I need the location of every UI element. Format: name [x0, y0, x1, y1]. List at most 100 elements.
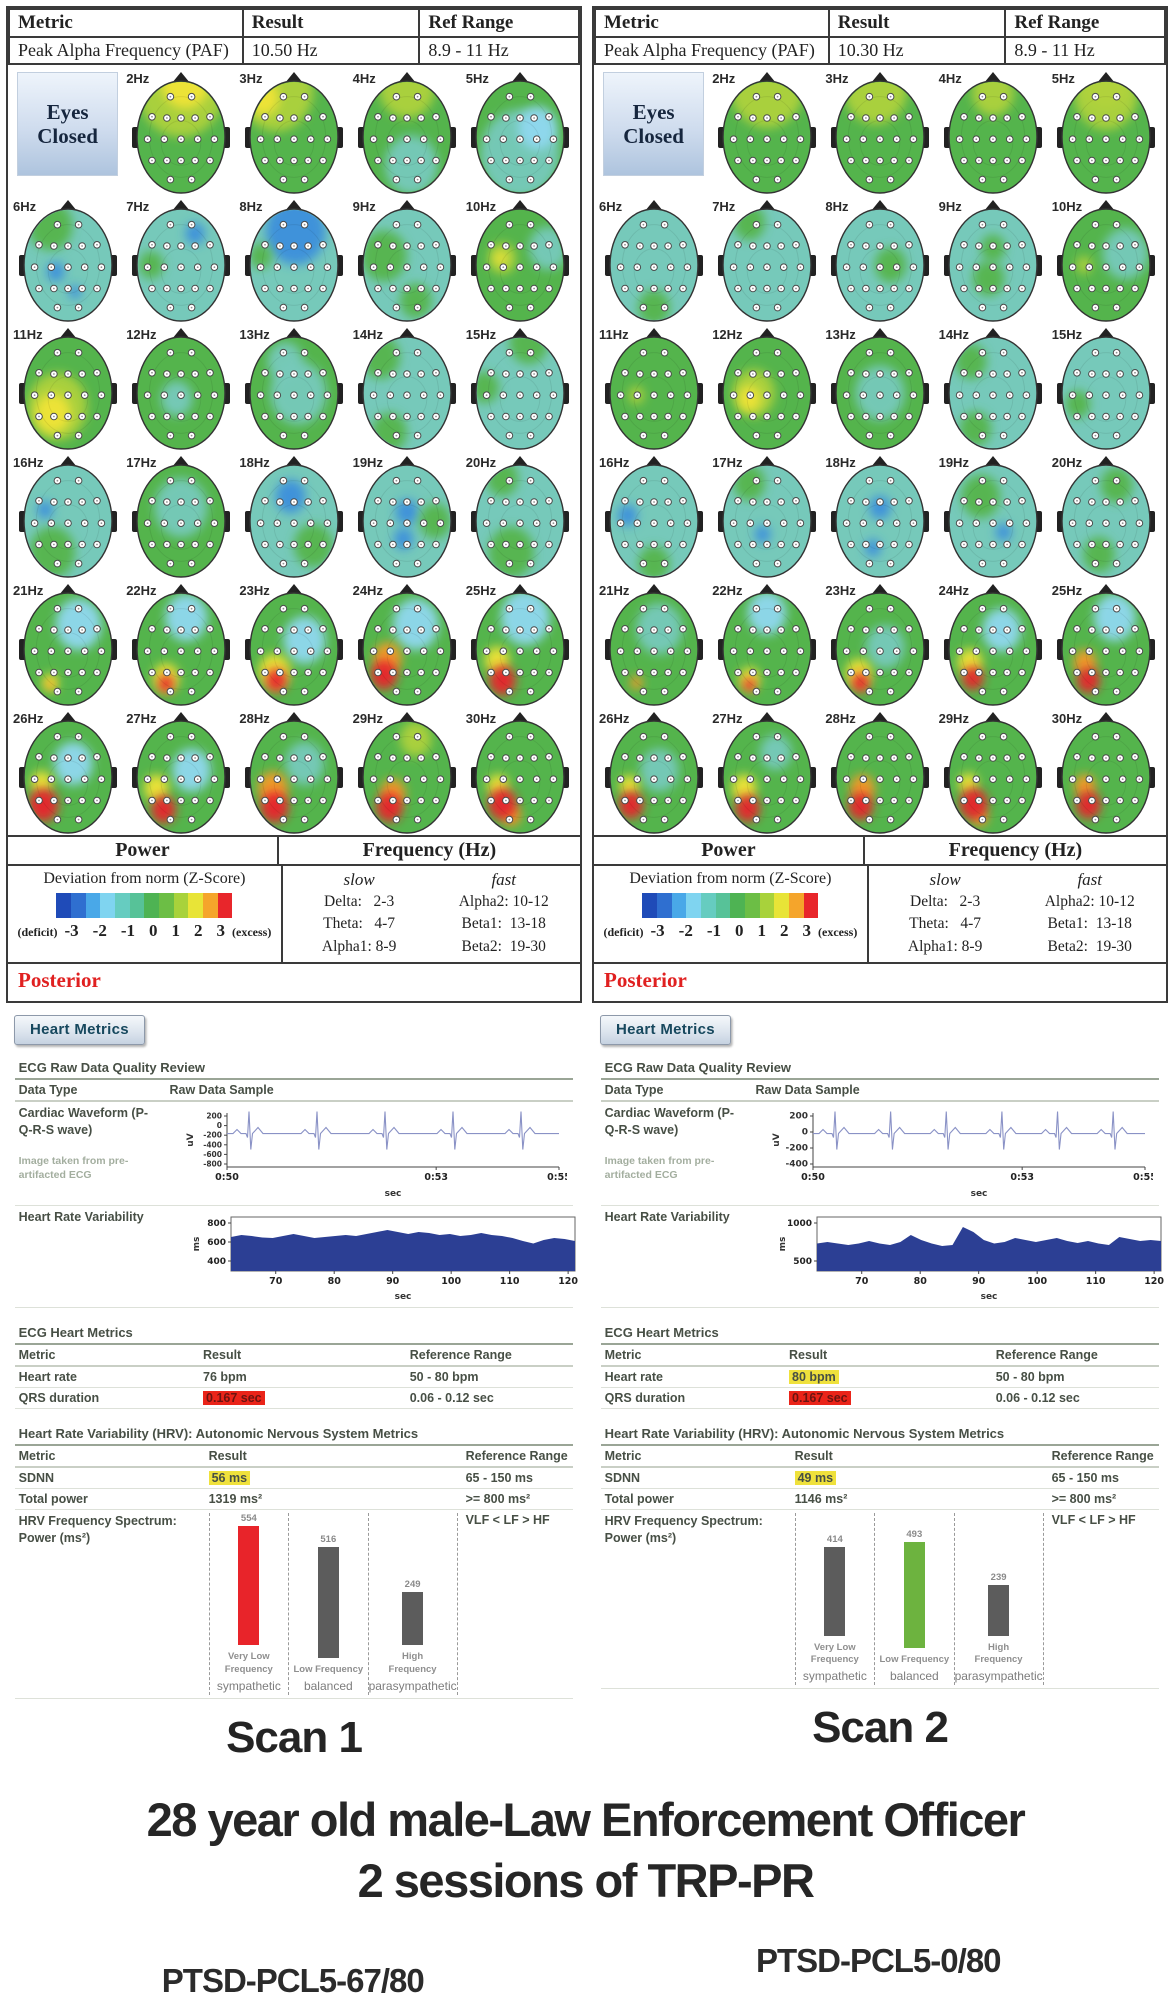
brain-topomap	[1057, 72, 1156, 194]
brain-topomap	[471, 712, 570, 834]
posterior-label: Posterior	[8, 962, 580, 1001]
ecg-metrics-title: ECG Heart Metrics	[600, 1322, 1160, 1346]
brain-topomap	[604, 456, 703, 578]
paf-metric: Peak Alpha Frequency (PAF)	[8, 36, 244, 65]
topomap-cell: 7Hz	[124, 195, 237, 323]
brain-topomap	[830, 584, 929, 706]
eyes-closed-label: Eyes Closed	[17, 72, 119, 176]
nose-marker	[511, 456, 530, 467]
svg-text:sec: sec	[971, 1189, 988, 1199]
paf-result: 10.30 Hz	[827, 36, 1007, 65]
svg-text:500: 500	[794, 1257, 813, 1267]
topomap-cell: 11Hz	[597, 323, 710, 451]
brain-topomap	[830, 72, 929, 194]
cardiac-waveform-note: Image taken from pre-artifacted ECG	[604, 1155, 715, 1181]
nose-marker	[870, 72, 889, 83]
topomap-cell: 19Hz	[351, 451, 464, 579]
svg-text:400: 400	[208, 1257, 227, 1267]
frequency-label: 2Hz	[126, 71, 150, 86]
topomap-cell: 27Hz	[710, 707, 823, 835]
nose-marker	[757, 72, 776, 83]
svg-text:800: 800	[208, 1219, 227, 1229]
hrv-bar: 239 High Frequency parasympathetic	[953, 1513, 1044, 1686]
band-range: Delta: 2-3	[910, 893, 981, 910]
nose-marker	[1097, 200, 1116, 211]
qeeg-legend: Power Frequency (Hz) Deviation from norm…	[8, 835, 580, 1001]
topomap-cell: 16Hz	[11, 451, 124, 579]
brain-topomap	[604, 584, 703, 706]
svg-text:sec: sec	[385, 1189, 402, 1199]
frequency-label: 16Hz	[13, 455, 44, 470]
nose-marker	[644, 328, 663, 339]
brain-topomap	[944, 456, 1043, 578]
topomap-cell: 28Hz	[823, 707, 936, 835]
brain-topomap	[358, 456, 457, 578]
frequency-label: 28Hz	[825, 711, 856, 726]
frequency-label: 20Hz	[465, 455, 497, 470]
band-range: Theta: 4-7	[909, 915, 982, 933]
frequency-label: 23Hz	[239, 583, 270, 598]
nose-marker	[398, 200, 417, 211]
frequency-label: 11Hz	[13, 327, 43, 342]
fast-label: fast	[1077, 870, 1102, 889]
brain-topomap	[830, 456, 929, 578]
heart-metrics-button[interactable]: Heart Metrics	[14, 1015, 145, 1046]
zscore-label: Deviation from norm (Z-Score)	[629, 870, 832, 887]
frequency-label: 8Hz	[239, 199, 263, 214]
heart-metrics-button[interactable]: Heart Metrics	[600, 1015, 731, 1046]
frequency-label: 25Hz	[465, 583, 497, 598]
topomap-cell: 3Hz	[823, 67, 936, 195]
topomap-cell: 30Hz	[464, 707, 577, 835]
frequency-label: 18Hz	[825, 455, 856, 470]
nose-marker	[644, 200, 663, 211]
svg-text:-400: -400	[786, 1160, 809, 1170]
topomap-cell: 6Hz	[11, 195, 124, 323]
hrv-spectrum-bars: 414 Very Low Frequency sympathetic 493 Low F…	[794, 1513, 1044, 1686]
nose-marker	[757, 584, 776, 595]
topomap-cell: 2Hz	[124, 67, 237, 195]
nose-marker	[511, 328, 530, 339]
svg-text:uV: uV	[186, 1134, 196, 1147]
frequency-label: 25Hz	[1051, 583, 1083, 598]
nose-marker	[58, 712, 77, 723]
fast-bands: Alpha2: 10-12 Beta1: 13-18 Beta2: 19-30	[1017, 891, 1162, 958]
frequency-label: 13Hz	[239, 327, 270, 342]
brain-topomap	[358, 712, 457, 834]
brain-topomap	[944, 712, 1043, 834]
topomap-cell: 18Hz	[823, 451, 936, 579]
nose-marker	[398, 712, 417, 723]
nose-marker	[58, 200, 77, 211]
topomap-cell: 22Hz	[710, 579, 823, 707]
eyes-closed-label: Eyes Closed	[603, 72, 705, 176]
nose-marker	[171, 712, 190, 723]
frequency-label: 21Hz	[599, 583, 630, 598]
nose-marker	[511, 200, 530, 211]
frequency-label: 7Hz	[126, 199, 150, 214]
band-range: Beta1: 13-18	[1047, 915, 1132, 933]
legend-power-header: Power	[594, 837, 865, 864]
paf-metric: Peak Alpha Frequency (PAF)	[594, 36, 830, 65]
brain-topomap	[131, 72, 230, 194]
brain-topomap	[18, 200, 117, 322]
slow-label: slow	[929, 870, 961, 889]
nose-marker	[644, 584, 663, 595]
svg-text:100: 100	[1028, 1276, 1048, 1287]
brain-topomap	[944, 200, 1043, 322]
frequency-label: 27Hz	[126, 711, 157, 726]
hrv-bar: 414 Very Low Frequency sympathetic	[794, 1513, 874, 1686]
slow-label: slow	[343, 870, 375, 889]
brain-topomap	[604, 328, 703, 450]
topomap-cell: 21Hz	[11, 579, 124, 707]
topomap-cell: 2Hz	[710, 67, 823, 195]
frequency-label: 30Hz	[465, 711, 497, 726]
paf-refrange: 8.9 - 11 Hz	[1004, 36, 1166, 65]
svg-text:-200: -200	[204, 1131, 223, 1140]
nose-marker	[984, 200, 1003, 211]
bar-label: High Frequency	[974, 1641, 1023, 1666]
nose-marker	[284, 200, 303, 211]
frequency-label: 29Hz	[352, 711, 383, 726]
frequency-label: 3Hz	[825, 71, 849, 86]
frequency-label: 23Hz	[825, 583, 856, 598]
band-range: Alpha2: 10-12	[1044, 893, 1135, 910]
